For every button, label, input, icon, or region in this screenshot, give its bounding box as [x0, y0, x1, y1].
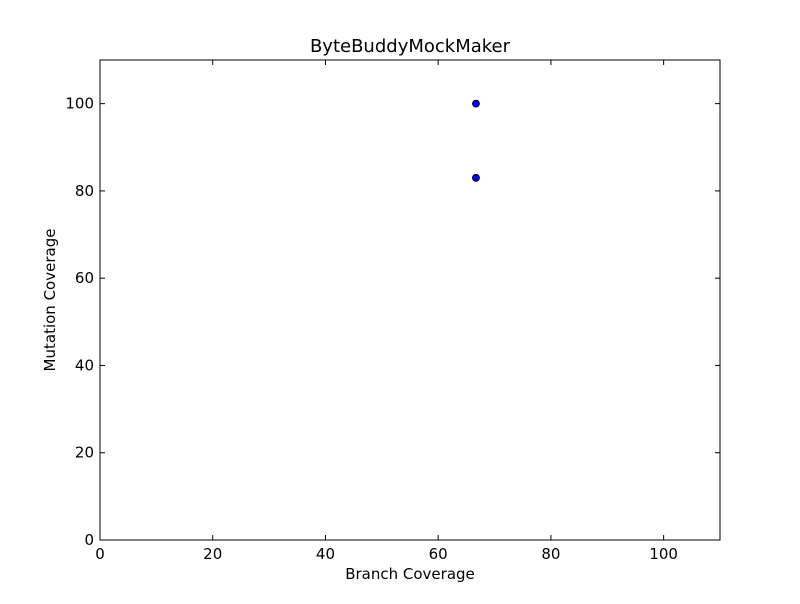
y-axis-label: Mutation Coverage	[41, 229, 59, 372]
x-tick-label: 40	[316, 545, 335, 563]
x-tick-label: 80	[541, 545, 560, 563]
x-tick-label: 20	[203, 545, 222, 563]
points-layer	[472, 99, 480, 182]
ticks-layer: 0 20 40 60 80 100 0 20 40 60 80 100	[65, 60, 720, 563]
x-tick-label: 60	[429, 545, 448, 563]
chart-title: ByteBuddyMockMaker	[310, 36, 511, 57]
y-tick-label: 60	[75, 269, 94, 287]
y-tick-label: 40	[75, 356, 94, 374]
y-tick-label: 0	[84, 531, 94, 549]
x-tick-label: 0	[95, 545, 105, 563]
scatter-point	[472, 173, 480, 182]
x-axis-label: Branch Coverage	[345, 565, 475, 583]
x-tick-label: 100	[649, 545, 678, 563]
y-tick-label: 20	[75, 444, 94, 462]
y-tick-label: 100	[65, 95, 94, 113]
y-tick-label: 80	[75, 182, 94, 200]
scatter-point	[472, 99, 480, 108]
plot-frame	[99, 59, 721, 541]
